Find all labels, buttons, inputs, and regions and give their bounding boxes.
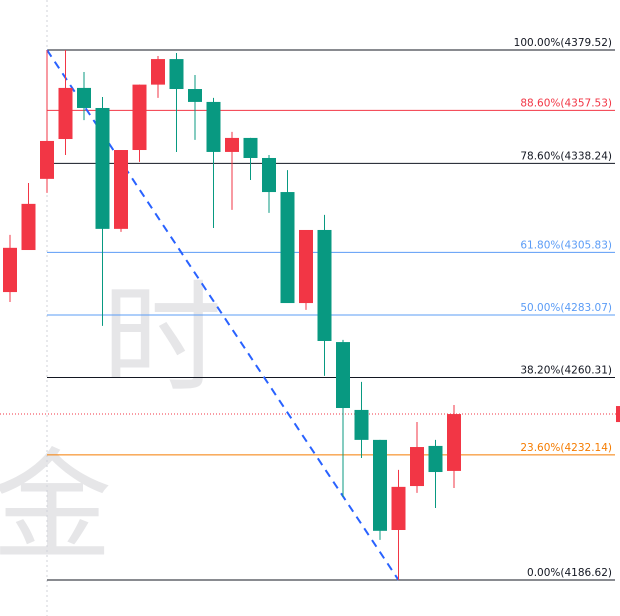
fib-label: 88.60%(4357.53) bbox=[520, 97, 612, 109]
candle-body bbox=[262, 157, 276, 193]
fib-label: 78.60%(4338.24) bbox=[520, 150, 612, 162]
candle-body bbox=[299, 229, 313, 304]
candle-body bbox=[391, 486, 406, 531]
candle-body bbox=[336, 342, 350, 409]
candle-body bbox=[373, 439, 387, 531]
fib-label: 100.00%(4379.52) bbox=[514, 37, 612, 49]
candle-body bbox=[77, 87, 91, 108]
candle-body bbox=[58, 87, 73, 140]
current-price-marker bbox=[616, 406, 620, 423]
candle-body bbox=[132, 84, 147, 151]
candle-body bbox=[40, 140, 54, 179]
candle-body bbox=[243, 137, 258, 158]
candle-body bbox=[428, 445, 443, 473]
fib-label: 23.60%(4232.14) bbox=[520, 442, 612, 454]
watermark: 金 bbox=[0, 438, 112, 577]
candle-body bbox=[188, 89, 202, 102]
candle-body bbox=[317, 229, 332, 341]
candle-body bbox=[114, 150, 128, 229]
candle-body bbox=[21, 203, 36, 251]
candle-body bbox=[169, 59, 184, 90]
candle-body bbox=[354, 409, 369, 440]
fib-label: 0.00%(4186.62) bbox=[527, 567, 612, 579]
candle-body bbox=[151, 59, 165, 85]
candle-body bbox=[447, 414, 461, 471]
fib-label: 38.20%(4260.31) bbox=[520, 364, 612, 376]
candle-body bbox=[3, 247, 17, 293]
candle-body bbox=[95, 107, 110, 229]
candle-body bbox=[206, 101, 221, 152]
candle-body bbox=[225, 137, 239, 152]
candle-body bbox=[280, 192, 295, 304]
candle-body bbox=[410, 447, 424, 487]
watermark: 时 bbox=[102, 270, 222, 409]
fib-label: 61.80%(4305.83) bbox=[520, 239, 612, 251]
fib-label: 50.00%(4283.07) bbox=[520, 302, 612, 314]
